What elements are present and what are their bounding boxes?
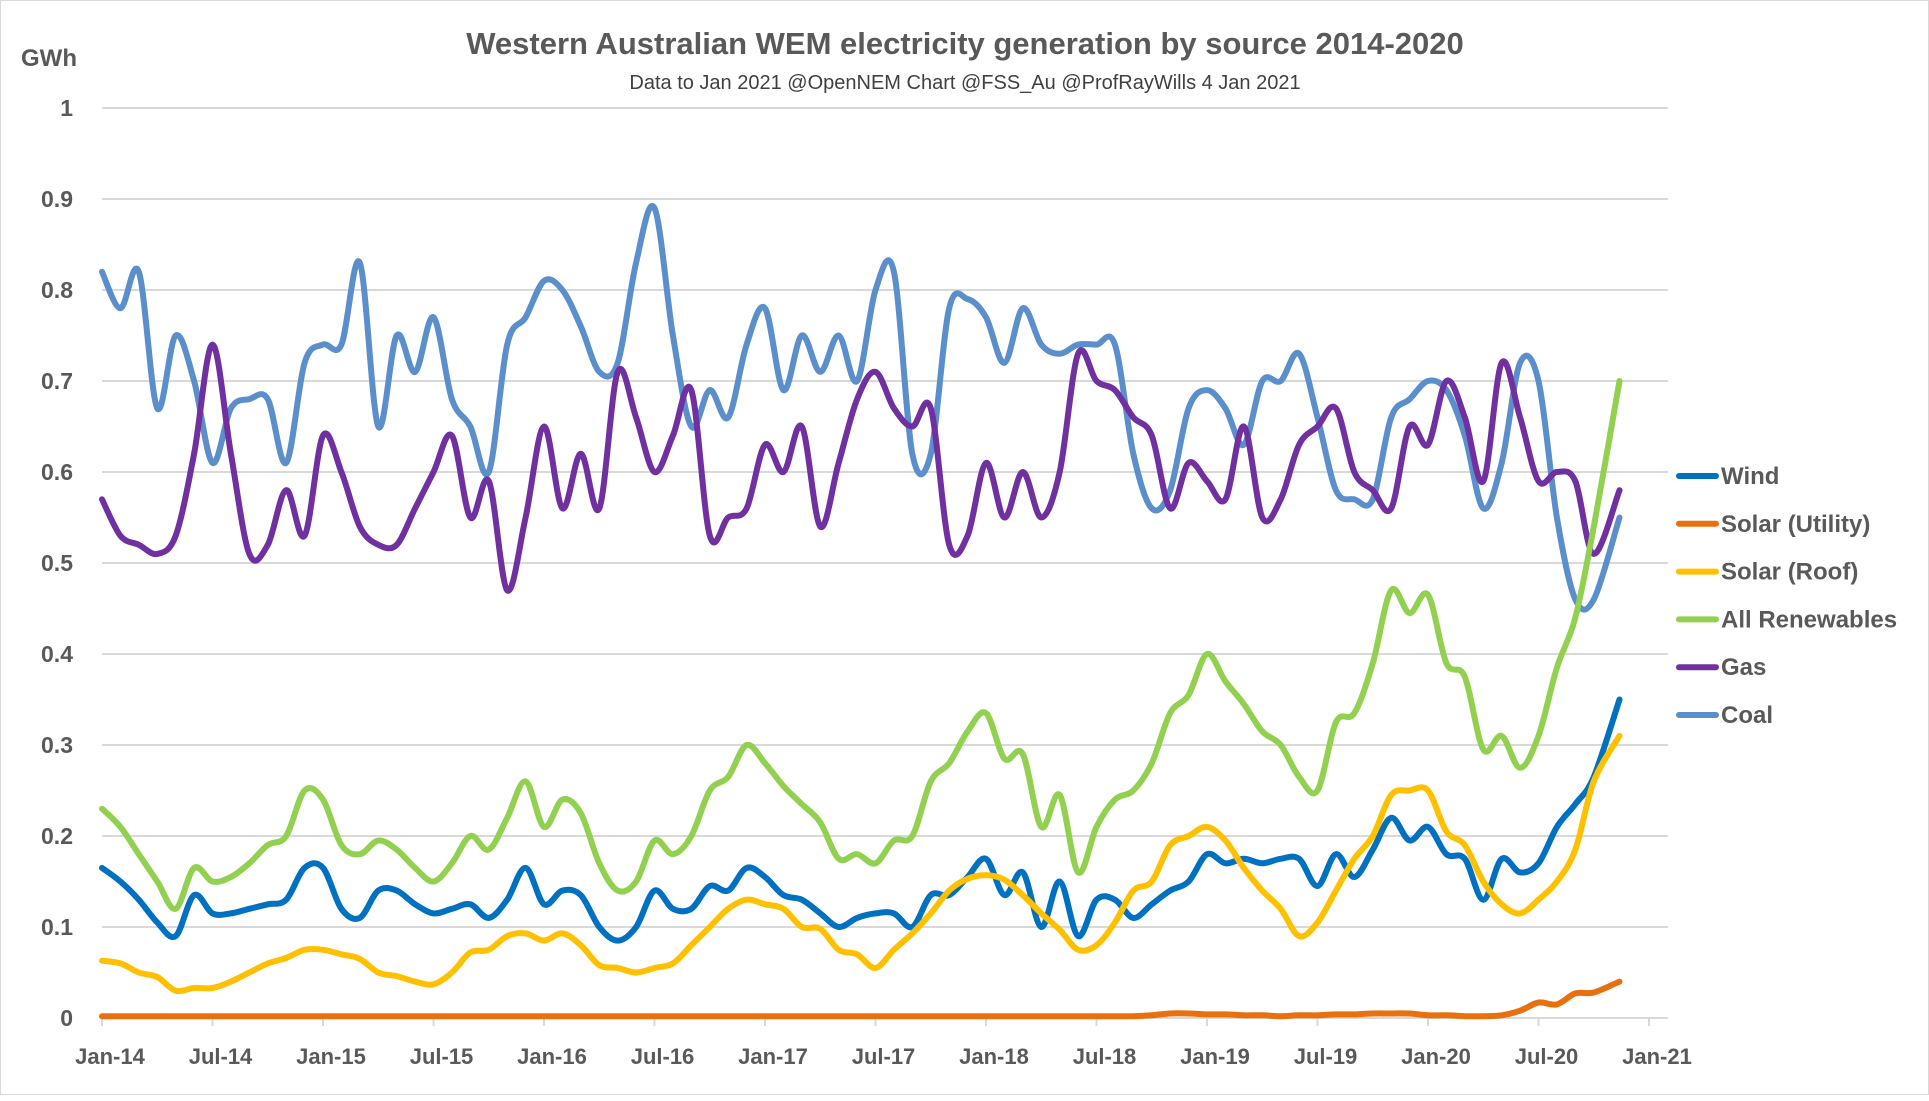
series-line-solar-roof bbox=[99, 732, 1623, 995]
x-tick-label: Jul-14 bbox=[189, 1044, 253, 1069]
y-tick-label: 0 bbox=[60, 1005, 73, 1031]
x-tick-label: Jul-20 bbox=[1515, 1044, 1579, 1069]
chart-title: Western Australian WEM electricity gener… bbox=[466, 26, 1464, 61]
y-axis-label: GWh bbox=[21, 45, 77, 72]
x-tick-label: Jul-16 bbox=[631, 1044, 695, 1069]
legend-label-coal: Coal bbox=[1721, 702, 1773, 729]
x-tick-label: Jul-17 bbox=[852, 1044, 916, 1069]
x-tick-label: Jan-19 bbox=[1180, 1044, 1250, 1069]
x-tick-label: Jan-14 bbox=[75, 1044, 145, 1069]
y-tick-label: 0.8 bbox=[41, 277, 73, 303]
chart-subtitle: Data to Jan 2021 @OpenNEM Chart @FSS_Au … bbox=[629, 72, 1300, 94]
y-tick-label: 0.6 bbox=[41, 459, 73, 485]
y-axis: 0 0.1 0.2 0.3 0.4 0.5 0.6 0.7 0.8 0.9 1 bbox=[41, 95, 73, 1031]
legend-label-wind: Wind bbox=[1721, 463, 1779, 490]
series-lines bbox=[99, 202, 1623, 1020]
legend-label-solar-roof: Solar (Roof) bbox=[1721, 559, 1858, 586]
x-tick-label: Jan-21 bbox=[1622, 1044, 1692, 1069]
gridlines bbox=[102, 107, 1668, 1019]
series-line-all-renewables bbox=[99, 378, 1623, 912]
series-line-wind bbox=[99, 696, 1623, 944]
x-tick-label: Jan-16 bbox=[517, 1044, 587, 1069]
x-tick-label: Jul-18 bbox=[1073, 1044, 1137, 1069]
series-line-coal bbox=[99, 202, 1623, 613]
legend-label-solar-utility: Solar (Utility) bbox=[1721, 511, 1870, 538]
series-line-gas bbox=[99, 341, 1623, 594]
x-tick-label: Jan-20 bbox=[1401, 1044, 1471, 1069]
series-line-solar-utility bbox=[99, 978, 1623, 1020]
x-tick-label: Jan-17 bbox=[738, 1044, 808, 1069]
y-tick-label: 0.2 bbox=[41, 823, 73, 849]
y-tick-label: 0.1 bbox=[41, 914, 73, 940]
y-tick-label: 0.9 bbox=[41, 186, 73, 212]
x-tick-label: Jan-18 bbox=[959, 1044, 1029, 1069]
x-tick-label: Jul-19 bbox=[1294, 1044, 1358, 1069]
x-tick-label: Jan-15 bbox=[296, 1044, 366, 1069]
x-tick-label: Jul-15 bbox=[410, 1044, 474, 1069]
legend-label-all-renewables: All Renewables bbox=[1721, 606, 1897, 633]
y-tick-label: 0.4 bbox=[41, 641, 73, 667]
x-axis: Jan-14 Jul-14 Jan-15 Jul-15 Jan-16 Jul-16 Jan-… bbox=[75, 1017, 1692, 1069]
y-tick-label: 1 bbox=[60, 95, 73, 121]
y-tick-label: 0.5 bbox=[41, 550, 73, 576]
y-tick-label: 0.7 bbox=[41, 368, 73, 394]
legend: Wind Solar (Utility) Solar (Roof) All Renew… bbox=[1676, 463, 1897, 729]
legend-label-gas: Gas bbox=[1721, 654, 1766, 681]
y-tick-label: 0.3 bbox=[41, 732, 73, 758]
